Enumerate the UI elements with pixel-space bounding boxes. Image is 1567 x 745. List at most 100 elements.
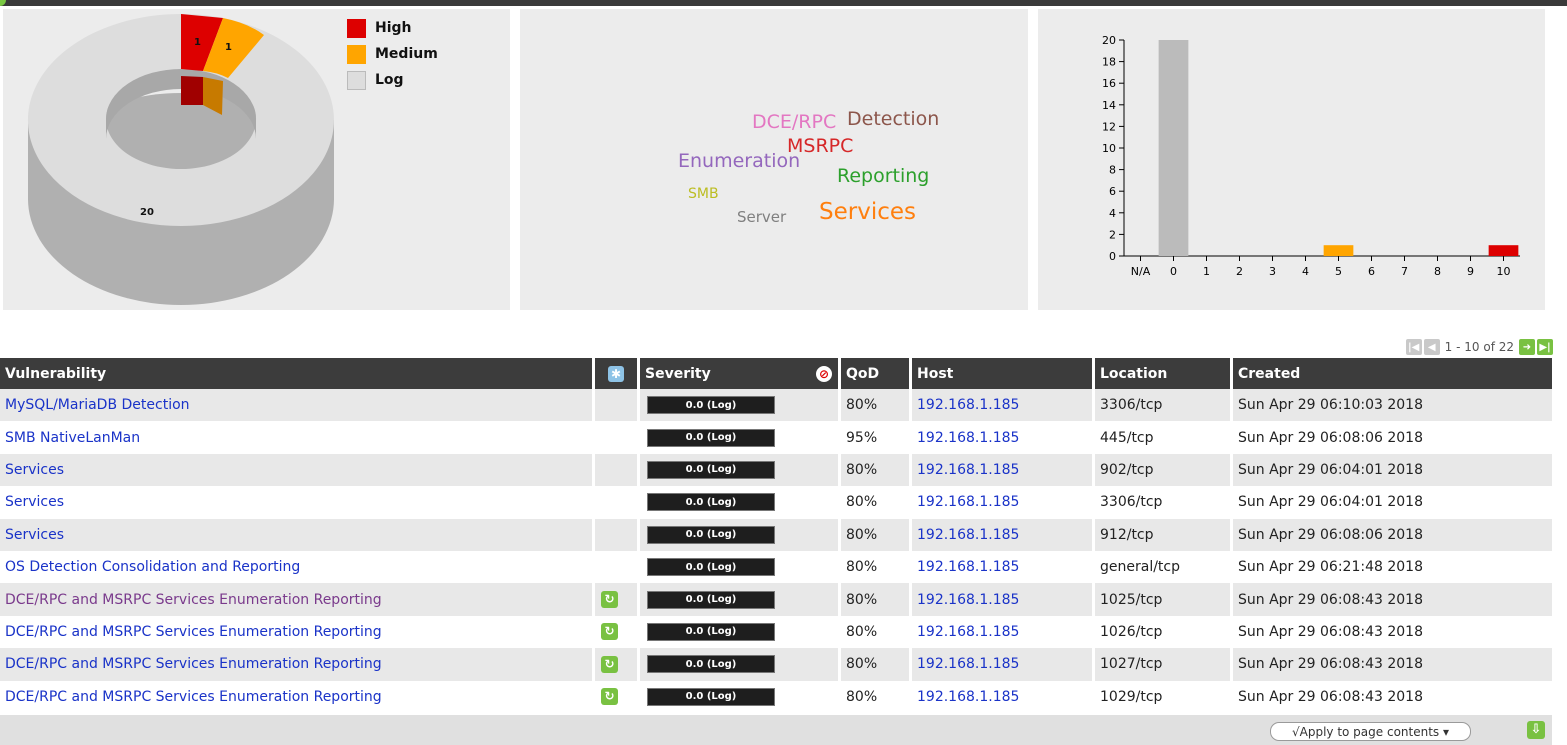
column-header-host[interactable]: Host [912, 358, 1095, 389]
host-link[interactable]: 192.168.1.185 [917, 397, 1020, 414]
solution-cell [595, 486, 640, 519]
host-link[interactable]: 192.168.1.185 [917, 688, 1020, 705]
host-link[interactable]: 192.168.1.185 [917, 494, 1020, 511]
cloud-word[interactable]: Reporting [837, 165, 930, 187]
severity-bar: 0.0 (Log) [647, 558, 775, 577]
x-tick-label: 2 [1236, 265, 1243, 278]
qod-cell: 80% [841, 648, 912, 681]
y-tick-label: 0 [1109, 250, 1116, 263]
first-page-icon[interactable]: |◀ [1405, 339, 1422, 355]
slice-label-high: 1 [194, 37, 201, 48]
table-row: Services 0.0 (Log) 80% 192.168.1.185 330… [0, 486, 1552, 519]
host-link[interactable]: 192.168.1.185 [917, 559, 1020, 576]
workaround-icon[interactable]: ↻ [601, 688, 618, 706]
table-row: Services 0.0 (Log) 80% 192.168.1.185 902… [0, 453, 1552, 487]
vulnerability-link[interactable]: Services [5, 494, 65, 511]
y-tick-label: 8 [1109, 164, 1116, 177]
word-cloud-panel: DCE/RPC Detection MSRPC Enumeration Repo… [520, 9, 1028, 310]
solution-cell: ↻ [595, 615, 640, 649]
created-cell: Sun Apr 29 06:04:01 2018 [1233, 486, 1552, 519]
host-link[interactable]: 192.168.1.185 [917, 591, 1020, 608]
cloud-word[interactable]: Detection [847, 108, 940, 130]
puzzle-icon: ✱ [608, 365, 624, 382]
x-tick-label: 10 [1497, 265, 1511, 278]
donut-legend: High Medium Log [347, 15, 438, 93]
created-cell: Sun Apr 29 06:08:43 2018 [1233, 583, 1552, 616]
location-cell: 1026/tcp [1095, 615, 1233, 649]
y-tick-label: 6 [1109, 185, 1116, 198]
host-link[interactable]: 192.168.1.185 [917, 429, 1020, 446]
severity-header-label: Severity [645, 365, 711, 382]
solution-cell: ↻ [595, 583, 640, 616]
workaround-icon[interactable]: ↻ [601, 623, 618, 641]
x-tick-label: 1 [1203, 265, 1210, 278]
host-link[interactable]: 192.168.1.185 [917, 623, 1020, 640]
table-row: DCE/RPC and MSRPC Services Enumeration R… [0, 583, 1552, 616]
table-row: DCE/RPC and MSRPC Services Enumeration R… [0, 615, 1552, 649]
cloud-word[interactable]: DCE/RPC [752, 111, 837, 133]
vulnerability-link[interactable]: DCE/RPC and MSRPC Services Enumeration R… [5, 623, 382, 640]
vulnerability-link[interactable]: DCE/RPC and MSRPC Services Enumeration R… [5, 591, 382, 608]
location-cell: 1029/tcp [1095, 680, 1233, 713]
last-page-icon[interactable]: ▶| [1537, 339, 1553, 355]
next-page-icon[interactable]: ➜ [1519, 339, 1535, 355]
host-link[interactable]: 192.168.1.185 [917, 461, 1020, 478]
table-row: MySQL/MariaDB Detection 0.0 (Log) 80% 19… [0, 389, 1552, 422]
severity-bar: 0.0 (Log) [647, 687, 775, 706]
host-link[interactable]: 192.168.1.185 [917, 526, 1020, 543]
qod-cell: 80% [841, 583, 912, 616]
column-header-qod[interactable]: QoD [841, 358, 912, 389]
qod-cell: 80% [841, 518, 912, 551]
column-header-vulnerability[interactable]: Vulnerability [0, 358, 595, 389]
x-tick-label: 3 [1269, 265, 1276, 278]
slice-label-log: 20 [140, 207, 154, 218]
location-cell: 3306/tcp [1095, 389, 1233, 422]
download-icon[interactable]: ⇩ [1527, 721, 1545, 739]
table-row: DCE/RPC and MSRPC Services Enumeration R… [0, 680, 1552, 713]
cloud-word[interactable]: Services [819, 199, 916, 225]
severity-bar: 0.0 (Log) [647, 590, 775, 609]
column-header-severity[interactable]: Severity ⊘ [640, 358, 841, 389]
legend-item-log: Log [347, 67, 438, 93]
cloud-word[interactable]: Enumeration [678, 150, 801, 172]
vulnerability-link[interactable]: DCE/RPC and MSRPC Services Enumeration R… [5, 656, 382, 673]
x-tick-label: 7 [1401, 265, 1408, 278]
x-tick-label: 0 [1170, 265, 1177, 278]
legend-swatch-log [347, 70, 366, 90]
vulnerability-link[interactable]: OS Detection Consolidation and Reporting [5, 559, 301, 576]
severity-bar: 0.0 (Log) [647, 396, 775, 415]
host-link[interactable]: 192.168.1.185 [917, 656, 1020, 673]
y-tick-label: 4 [1109, 207, 1116, 220]
qod-cell: 95% [841, 421, 912, 454]
vulnerability-link[interactable]: Services [5, 526, 65, 543]
results-table: Vulnerability ✱ Severity ⊘ QoD Host Locat… [0, 358, 1552, 713]
qod-cell: 80% [841, 615, 912, 649]
legend-label: Medium [375, 46, 438, 62]
column-header-location[interactable]: Location [1095, 358, 1233, 389]
column-header-created[interactable]: Created [1233, 358, 1552, 389]
vulnerability-link[interactable]: DCE/RPC and MSRPC Services Enumeration R… [5, 688, 382, 705]
qod-cell: 80% [841, 453, 912, 487]
cloud-word[interactable]: MSRPC [787, 135, 854, 157]
x-tick-label: N/A [1131, 265, 1151, 278]
corner-icon [0, 0, 6, 6]
previous-page-icon[interactable]: ◀ [1423, 339, 1440, 355]
bar [1323, 245, 1354, 256]
bar [1158, 40, 1189, 256]
column-header-solution-type[interactable]: ✱ [595, 358, 640, 389]
vulnerability-link[interactable]: SMB NativeLanMan [5, 429, 141, 446]
cloud-word[interactable]: Server [737, 208, 787, 226]
workaround-icon[interactable]: ↻ [601, 591, 618, 609]
severity-bar: 0.0 (Log) [647, 525, 775, 544]
apply-to-select[interactable]: √Apply to page contents ▾ [1270, 722, 1471, 741]
vulnerability-link[interactable]: MySQL/MariaDB Detection [5, 397, 190, 414]
pager-text: 1 - 10 of 22 [1444, 340, 1514, 354]
created-cell: Sun Apr 29 06:08:43 2018 [1233, 680, 1552, 713]
y-tick-label: 14 [1102, 99, 1116, 112]
location-cell: 902/tcp [1095, 453, 1233, 487]
cloud-word[interactable]: SMB [688, 186, 719, 202]
legend-item-high: High [347, 15, 438, 41]
workaround-icon[interactable]: ↻ [601, 655, 618, 673]
table-row: DCE/RPC and MSRPC Services Enumeration R… [0, 648, 1552, 681]
vulnerability-link[interactable]: Services [5, 461, 65, 478]
